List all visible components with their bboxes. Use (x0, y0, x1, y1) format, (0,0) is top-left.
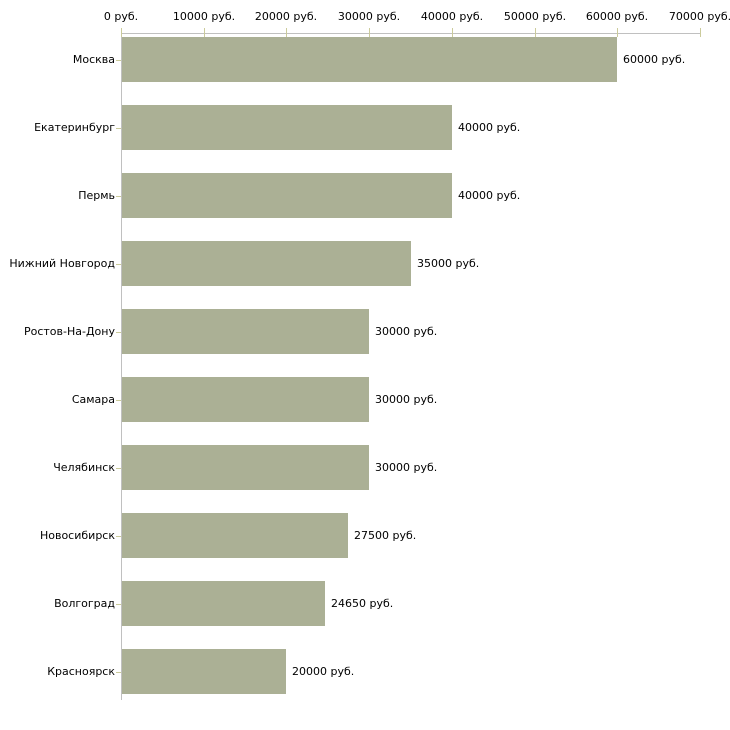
bar (122, 649, 286, 694)
category-label: Москва (72, 53, 115, 66)
y-tick-mark (116, 60, 121, 61)
x-tick-label: 20000 руб. (254, 10, 318, 23)
y-tick-mark (116, 196, 121, 197)
x-tick-label: 70000 руб. (668, 10, 730, 23)
y-tick-mark (116, 468, 121, 469)
x-tick-mark (369, 28, 370, 37)
x-tick-mark (452, 28, 453, 37)
y-tick-mark (116, 536, 121, 537)
category-label: Волгоград (54, 597, 115, 610)
y-tick-mark (116, 604, 121, 605)
value-label: 24650 руб. (331, 597, 394, 610)
category-label: Самара (71, 393, 115, 406)
category-label: Екатеринбург (34, 121, 115, 134)
category-label: Челябинск (53, 461, 115, 474)
bar (122, 581, 325, 626)
bar (122, 309, 369, 354)
x-tick-mark (700, 28, 701, 37)
value-label: 35000 руб. (417, 257, 480, 270)
x-tick-mark (204, 28, 205, 37)
category-label: Ростов-На-Дону (23, 325, 115, 338)
y-tick-mark (116, 128, 121, 129)
x-tick-mark (535, 28, 536, 37)
bar (122, 173, 452, 218)
value-label: 20000 руб. (292, 665, 355, 678)
category-label: Нижний Новгород (9, 257, 115, 270)
category-label: Красноярск (47, 665, 115, 678)
value-label: 60000 руб. (623, 53, 686, 66)
bar (122, 377, 369, 422)
x-tick-mark (121, 28, 122, 37)
value-label: 40000 руб. (458, 189, 521, 202)
value-label: 30000 руб. (375, 393, 438, 406)
bar (122, 37, 617, 82)
bar (122, 445, 369, 490)
y-tick-mark (116, 264, 121, 265)
x-tick-label: 10000 руб. (172, 10, 236, 23)
y-axis-line (121, 33, 122, 700)
value-label: 40000 руб. (458, 121, 521, 134)
bar (122, 513, 348, 558)
x-axis-line (121, 33, 701, 34)
value-label: 30000 руб. (375, 325, 438, 338)
category-label: Пермь (78, 189, 115, 202)
x-tick-label: 50000 руб. (503, 10, 567, 23)
y-tick-mark (116, 332, 121, 333)
value-label: 30000 руб. (375, 461, 438, 474)
bar (122, 105, 452, 150)
x-tick-mark (286, 28, 287, 37)
x-tick-label: 30000 руб. (337, 10, 401, 23)
x-tick-label: 60000 руб. (585, 10, 649, 23)
y-tick-mark (116, 672, 121, 673)
x-tick-label: 40000 руб. (420, 10, 484, 23)
value-label: 27500 руб. (354, 529, 417, 542)
y-tick-mark (116, 400, 121, 401)
bar (122, 241, 411, 286)
x-tick-label: 0 руб. (103, 10, 139, 23)
category-label: Новосибирск (39, 529, 115, 542)
x-tick-mark (617, 28, 618, 37)
